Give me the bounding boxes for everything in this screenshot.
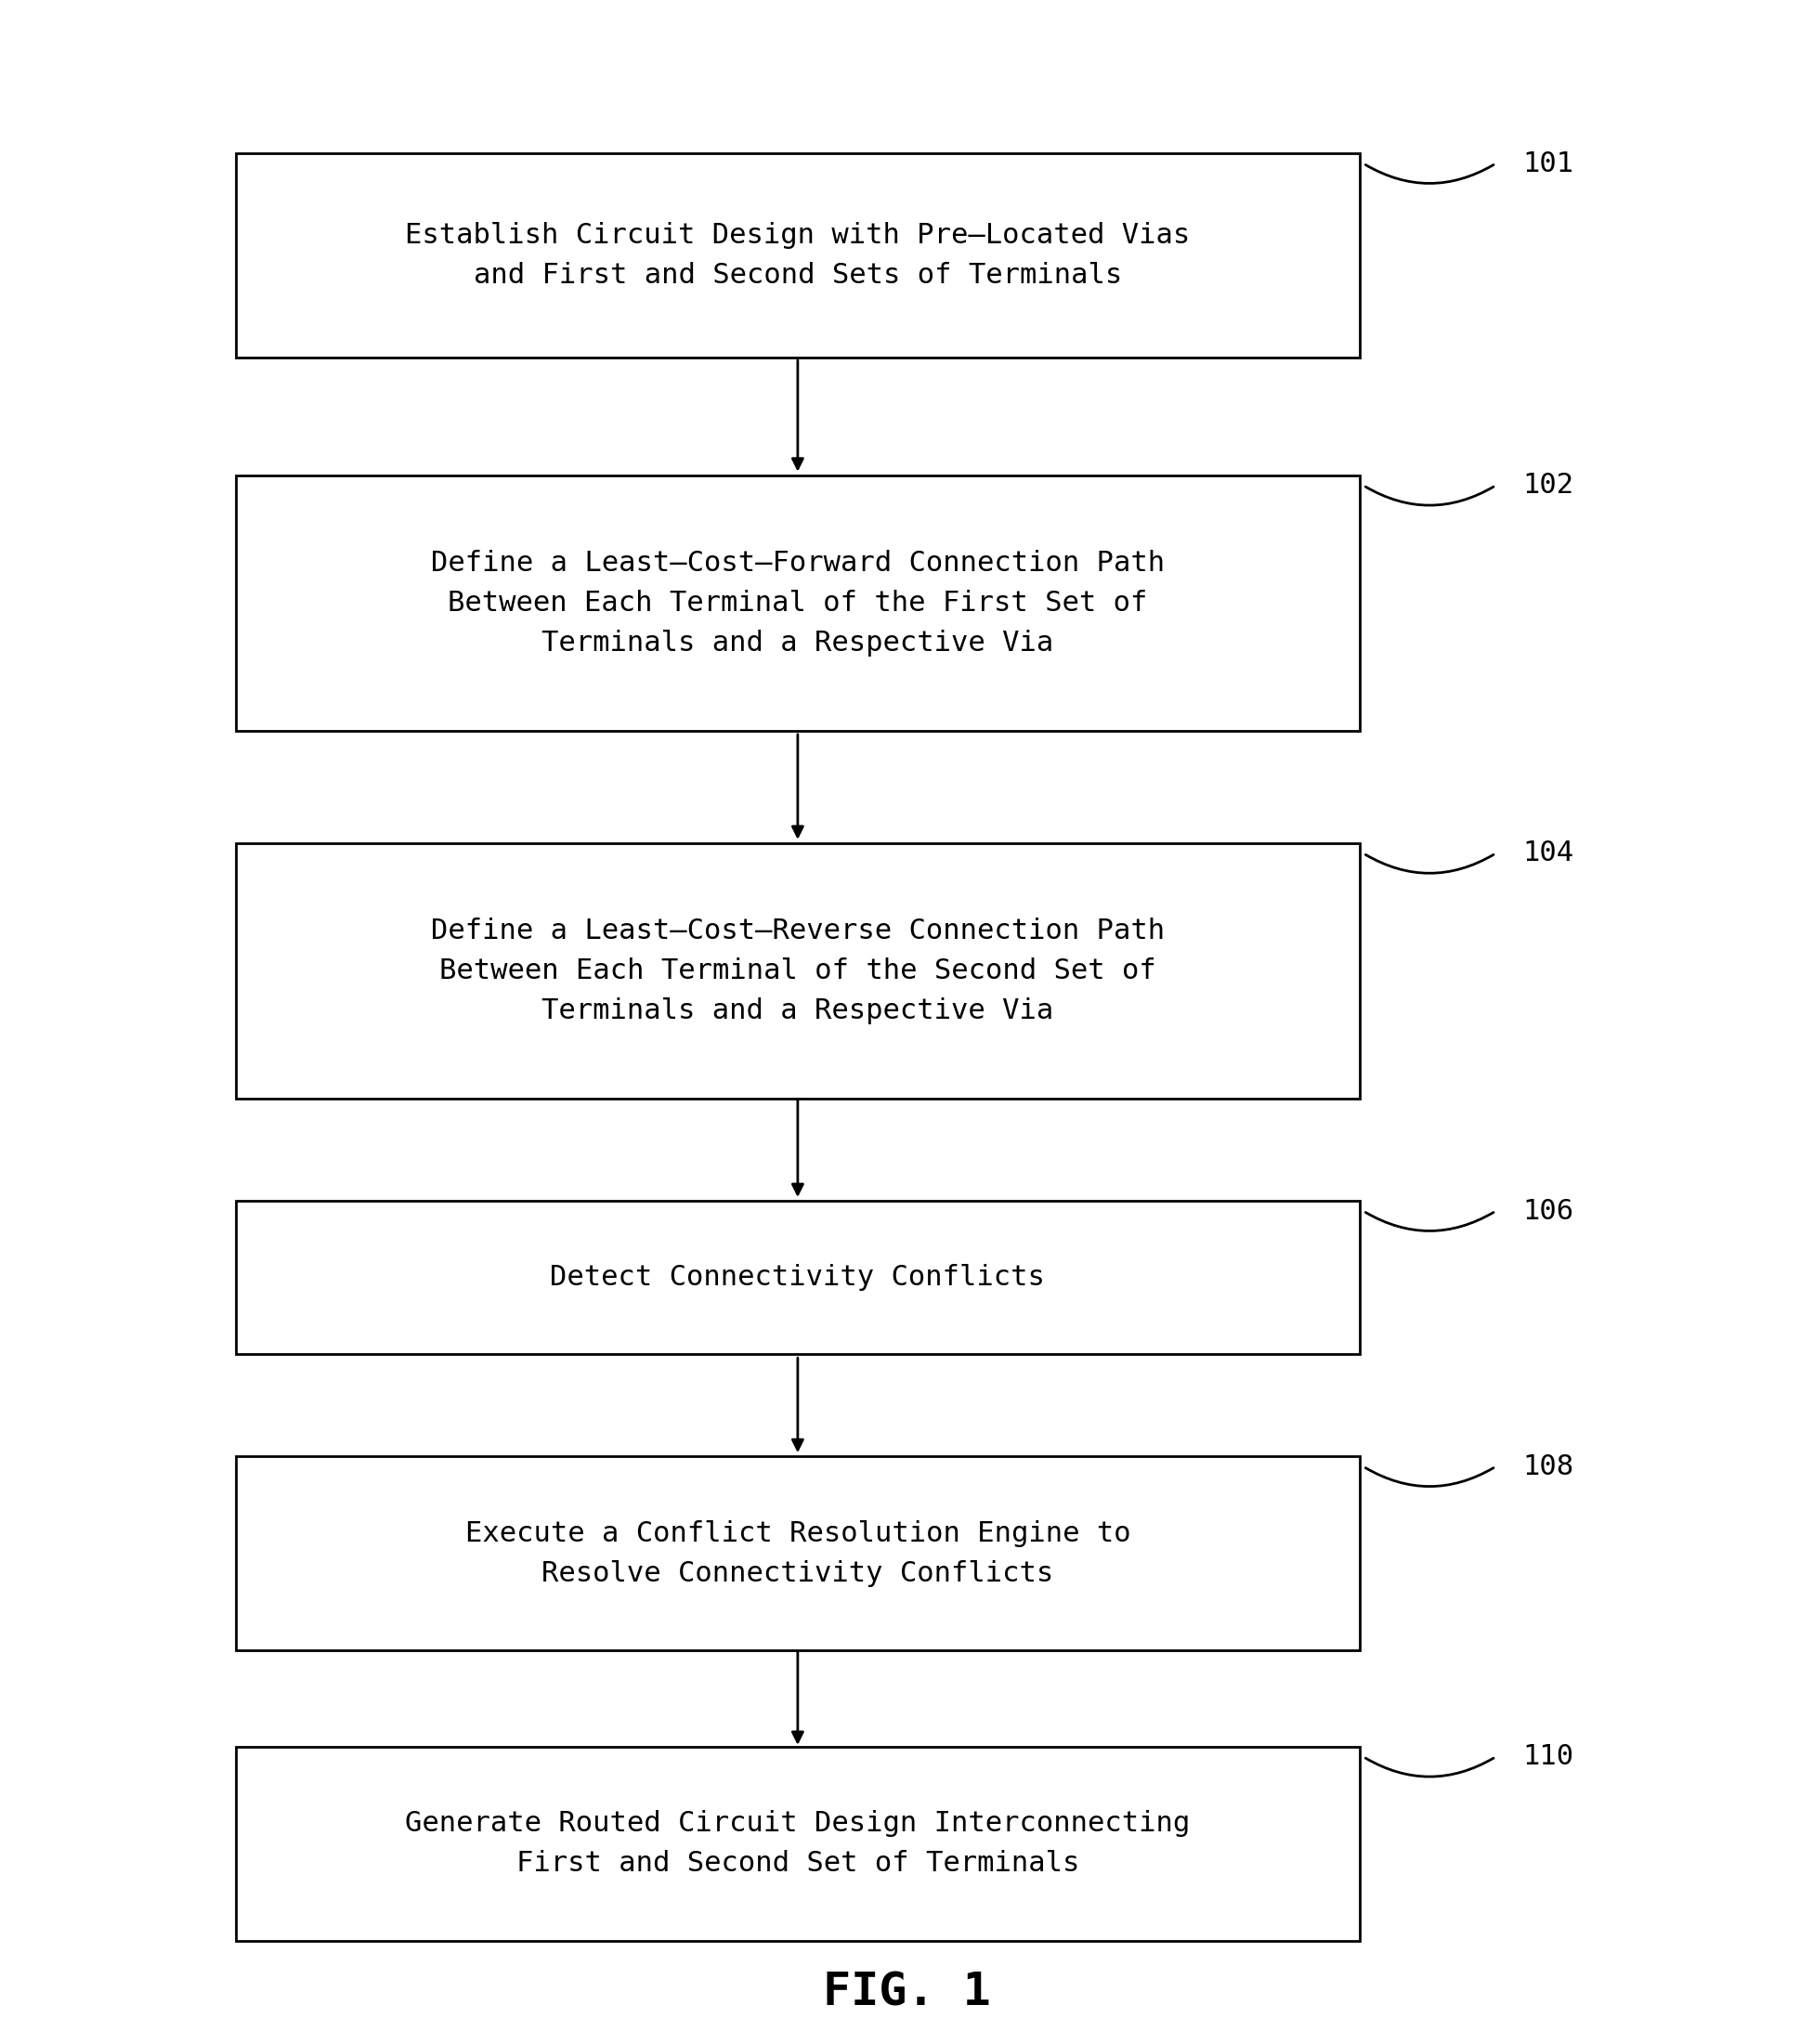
Bar [236,476,1360,732]
Text: FIG. 1: FIG. 1 [823,1970,990,2015]
Text: Define a Least–Cost–Forward Connection Path
Between Each Terminal of the First S: Define a Least–Cost–Forward Connection P… [431,550,1164,656]
Text: 108: 108 [1523,1453,1574,1480]
Text: Define a Least–Cost–Reverse Connection Path
Between Each Terminal of the Second : Define a Least–Cost–Reverse Connection P… [431,918,1164,1024]
Bar [236,1200,1360,1353]
Text: 102: 102 [1523,472,1574,499]
Text: 110: 110 [1523,1744,1574,1770]
Text: Establish Circuit Design with Pre–Located Vias
and First and Second Sets of Term: Establish Circuit Design with Pre–Locate… [404,223,1191,288]
Bar [236,1746,1360,1942]
Bar [236,153,1360,358]
Text: Execute a Conflict Resolution Engine to
Resolve Connectivity Conflicts: Execute a Conflict Resolution Engine to … [464,1521,1131,1586]
Text: Generate Routed Circuit Design Interconnecting
First and Second Set of Terminals: Generate Routed Circuit Design Interconn… [404,1811,1191,1876]
Bar [236,1457,1360,1652]
Text: Detect Connectivity Conflicts: Detect Connectivity Conflicts [551,1263,1044,1292]
Text: 106: 106 [1523,1198,1574,1224]
Bar [236,842,1360,1100]
Text: 104: 104 [1523,840,1574,867]
Text: 101: 101 [1523,149,1574,178]
